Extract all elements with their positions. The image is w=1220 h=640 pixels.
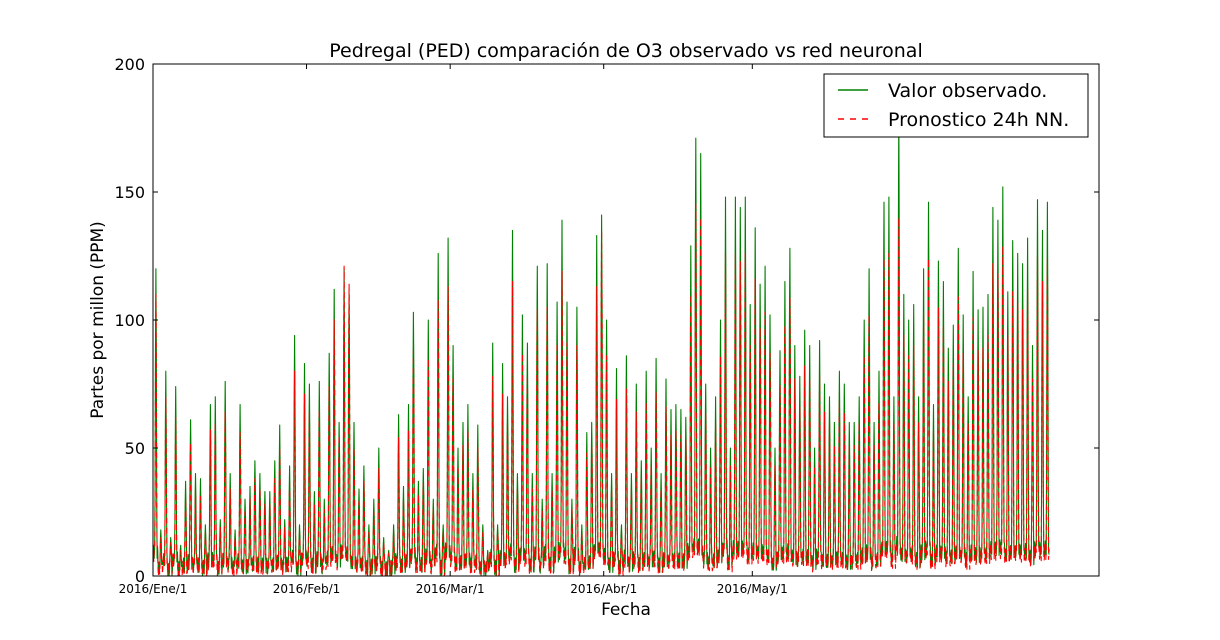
x-tick-label: 2016/Mar/1: [416, 582, 485, 596]
y-tick-label: 50: [125, 439, 145, 458]
y-tick-label: 0: [135, 567, 145, 586]
plot-frame: [152, 63, 1100, 577]
legend-label-1: Valor observado.: [888, 80, 1047, 102]
y-axis-label: Partes por millon (PPM): [88, 221, 108, 419]
y-tick-label: 150: [114, 183, 145, 202]
x-tick-label: 2016/Ene/1: [119, 582, 188, 596]
x-tick-label: 2016/Feb/1: [273, 582, 341, 596]
x-tick-label: 2016/May/1: [717, 582, 788, 596]
y-axis: 0 50 100 150 200: [114, 55, 1099, 586]
legend-label-2: Pronostico 24h NN.: [888, 109, 1069, 131]
legend: Valor observado. Pronostico 24h NN.: [823, 73, 1089, 138]
series-line-2: [152, 204, 1050, 577]
x-axis: 2016/Ene/1 2016/Feb/1 2016/Mar/1 2016/Abr/1…: [119, 64, 788, 596]
y-tick-label: 200: [114, 55, 145, 74]
chart-title: Pedregal (PED) comparación de O3 observa…: [329, 40, 922, 62]
legend-box: [823, 73, 1089, 138]
x-tick-label: 2016/Abr/1: [570, 582, 637, 596]
x-axis-label: Fecha: [601, 600, 651, 620]
plot-series: [152, 106, 1050, 577]
y-tick-label: 100: [114, 311, 145, 330]
